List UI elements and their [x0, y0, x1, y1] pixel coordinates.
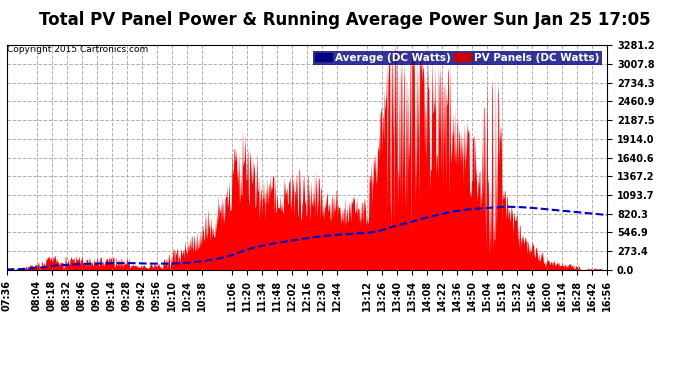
- Legend: Average (DC Watts), PV Panels (DC Watts): Average (DC Watts), PV Panels (DC Watts): [313, 51, 602, 65]
- Text: Total PV Panel Power & Running Average Power Sun Jan 25 17:05: Total PV Panel Power & Running Average P…: [39, 11, 651, 29]
- Text: Copyright 2015 Cartronics.com: Copyright 2015 Cartronics.com: [7, 45, 148, 54]
